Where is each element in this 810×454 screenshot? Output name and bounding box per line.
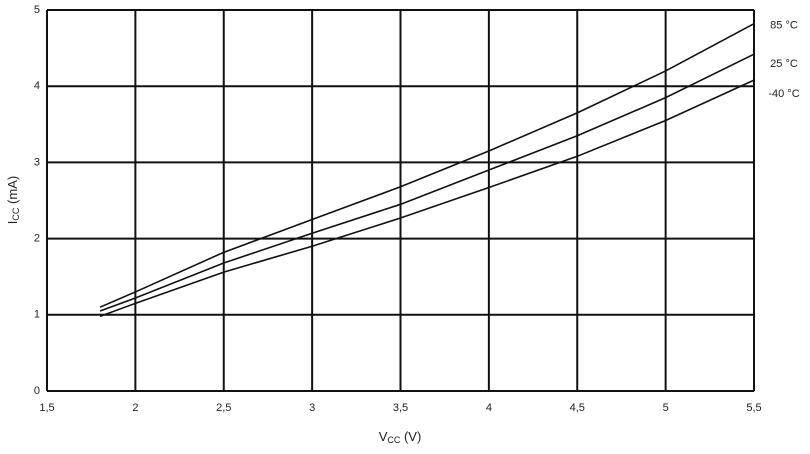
x-tick-label: 4 [486,402,492,414]
series-label: 85 °C [770,20,798,32]
y-tick-label: 1 [34,309,40,321]
x-tick-label: 2 [132,402,138,414]
x-axis-label: VCC (V) [379,429,422,445]
series-line [99,79,755,318]
x-tick-label: 5,5 [746,402,761,414]
series-line [99,23,755,308]
y-tick-label: 4 [34,80,40,92]
x-tick-label: 1,5 [39,402,54,414]
y-tick-label: 2 [34,233,40,245]
series-label: 25 °C [770,58,798,70]
x-tick-label: 4,5 [570,402,585,414]
x-tick-label: 3,5 [393,402,408,414]
x-tick-label: 3 [309,402,315,414]
y-tick-label: 5 [34,4,40,16]
y-tick-label: 3 [34,156,40,168]
x-tick-label: 5 [663,402,669,414]
y-axis-label: ICC (mA) [5,176,21,224]
series-label: -40 °C [768,88,799,100]
x-tick-label: 2,5 [216,402,231,414]
y-tick-label: 0 [34,385,40,397]
series-line [99,53,755,312]
